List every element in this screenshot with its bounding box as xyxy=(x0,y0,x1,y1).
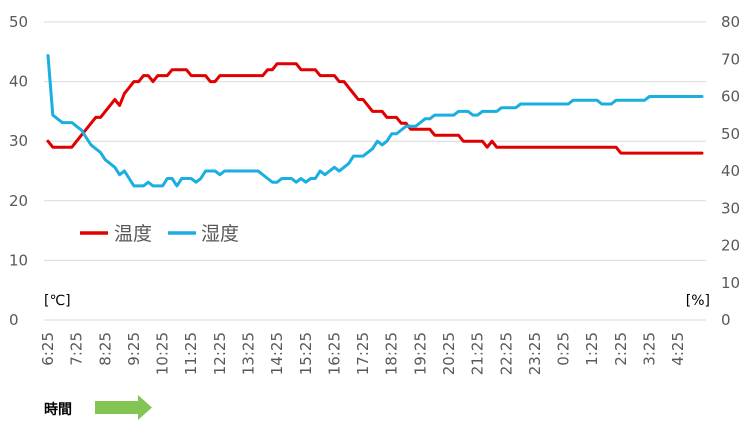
x-tick-label-6: 12:25 xyxy=(211,332,229,375)
series-line-0 xyxy=(46,62,704,155)
x-tick-label-8: 14:25 xyxy=(268,332,286,375)
left-axis-unit: [℃] xyxy=(44,293,71,309)
right-tick-label-0: 0 xyxy=(721,311,731,329)
x-tick-label-4: 10:25 xyxy=(154,332,172,375)
right-tick-label-2: 20 xyxy=(721,237,740,255)
x-tick-label-15: 21:25 xyxy=(469,332,487,375)
right-tick-label-3: 30 xyxy=(721,199,740,217)
right-tick-label-5: 50 xyxy=(721,125,740,143)
x-tick-label-2: 8:25 xyxy=(96,332,114,366)
right-tick-label-6: 60 xyxy=(721,88,740,106)
x-tick-label-20: 2:25 xyxy=(612,332,630,366)
x-tick-label-0: 6:25 xyxy=(39,332,57,366)
left-tick-label-3: 30 xyxy=(9,132,28,150)
right-tick-label-4: 40 xyxy=(721,162,740,180)
x-axis-ticks: 6:25 7:25 8:25 9:25 10:25 11:25 12:25 13:25 14:2… xyxy=(39,332,687,375)
right-tick-label-1: 10 xyxy=(721,274,740,292)
arrow-right-icon xyxy=(95,395,152,420)
x-tick-label-3: 9:25 xyxy=(125,332,143,366)
legend-label-temperature: 温度 xyxy=(114,223,152,245)
left-tick-label-4: 40 xyxy=(9,73,28,91)
x-tick-label-12: 18:25 xyxy=(383,332,401,375)
series-line-1 xyxy=(46,54,704,188)
x-axis-title: 時間 xyxy=(44,401,72,418)
left-tick-label-1: 10 xyxy=(9,251,28,269)
x-tick-label-16: 22:25 xyxy=(497,332,515,375)
x-tick-label-22: 4:25 xyxy=(669,332,687,366)
right-tick-label-7: 70 xyxy=(721,50,740,68)
x-tick-label-7: 13:25 xyxy=(239,332,257,375)
legend: 温度 湿度 xyxy=(80,223,239,245)
x-tick-label-13: 19:25 xyxy=(411,332,429,375)
right-axis-ticks: 0 10 20 30 40 50 60 70 80 xyxy=(721,13,740,329)
right-tick-label-8: 80 xyxy=(721,13,740,31)
x-tick-label-14: 20:25 xyxy=(440,332,458,375)
left-tick-label-5: 50 xyxy=(9,13,28,31)
legend-label-humidity: 湿度 xyxy=(201,223,239,245)
x-tick-label-19: 1:25 xyxy=(583,332,601,366)
x-tick-label-5: 11:25 xyxy=(182,332,200,375)
x-tick-label-10: 16:25 xyxy=(325,332,343,375)
right-axis-unit: [%] xyxy=(686,293,710,309)
x-tick-label-17: 23:25 xyxy=(526,332,544,375)
x-tick-label-18: 0:25 xyxy=(555,332,573,366)
x-tick-label-9: 15:25 xyxy=(297,332,315,375)
gridlines xyxy=(44,21,706,321)
left-tick-label-2: 20 xyxy=(9,192,28,210)
x-tick-label-1: 7:25 xyxy=(68,332,86,366)
left-axis-ticks: 0 10 20 30 40 50 xyxy=(9,13,28,329)
left-tick-label-0: 0 xyxy=(9,311,19,329)
x-tick-label-21: 3:25 xyxy=(640,332,658,366)
series-lines xyxy=(46,54,704,188)
x-tick-label-11: 17:25 xyxy=(354,332,372,375)
